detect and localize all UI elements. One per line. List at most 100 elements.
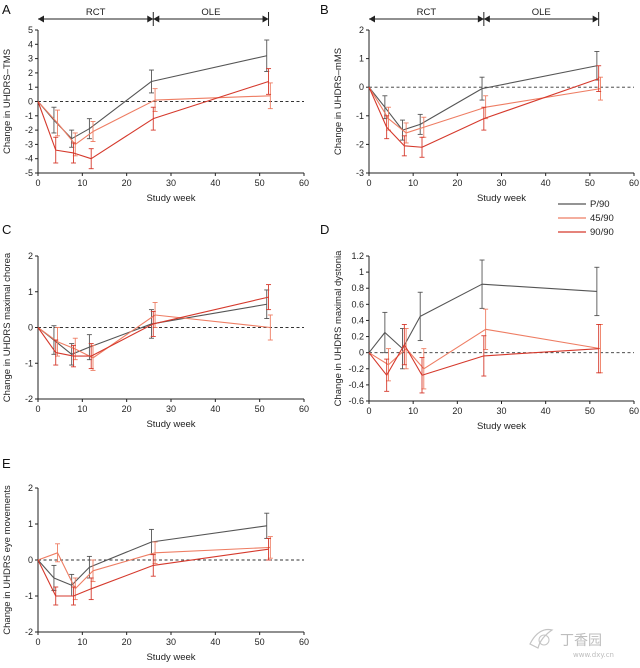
error-bar xyxy=(55,109,61,137)
x-tick-label: 20 xyxy=(122,178,132,188)
error-bar xyxy=(88,343,94,370)
series-90-90 xyxy=(368,324,602,394)
error-bar xyxy=(479,76,485,101)
series-line xyxy=(37,548,269,597)
x-tick-label: 20 xyxy=(452,178,462,188)
series-line xyxy=(368,65,597,131)
series-line xyxy=(368,283,597,354)
watermark-url: www.dxy.cn xyxy=(573,651,614,659)
series-line xyxy=(368,328,601,370)
y-tick-label: -0.4 xyxy=(348,380,364,390)
error-bar xyxy=(267,314,273,341)
error-bar xyxy=(51,106,57,134)
error-bar xyxy=(384,115,390,140)
series-90-90 xyxy=(368,65,602,158)
y-axis-label: Change in UHDRS–TMS xyxy=(2,49,13,154)
x-tick-label: 0 xyxy=(366,406,371,416)
panel-letter: B xyxy=(320,2,329,17)
y-tick-label: -4 xyxy=(25,154,33,164)
y-tick-label: 1 xyxy=(28,519,33,529)
x-tick-label: 10 xyxy=(77,404,87,414)
panel-e: E 0 10 20 30 40 50 60 -2 -1 0 1 2 Study week Change in… xyxy=(2,456,309,663)
error-bar xyxy=(148,69,154,94)
y-tick-label: 0.4 xyxy=(351,315,364,325)
phase-label: RCT xyxy=(417,7,437,18)
y-tick-label: 0 xyxy=(28,97,33,107)
series-line xyxy=(368,344,599,376)
y-tick-label: 0 xyxy=(359,348,364,358)
error-bar xyxy=(53,136,59,164)
error-bar xyxy=(382,311,388,354)
x-tick-label: 30 xyxy=(496,178,506,188)
x-tick-label: 40 xyxy=(210,178,220,188)
error-bar xyxy=(150,554,156,577)
x-tick-label: 10 xyxy=(408,178,418,188)
y-tick-label: 0.6 xyxy=(351,299,364,309)
arrow-left-icon xyxy=(153,15,160,23)
y-tick-label: -1 xyxy=(25,358,33,368)
x-tick-label: 10 xyxy=(408,406,418,416)
y-tick-label: 1 xyxy=(28,287,33,297)
y-axis-label: Change in UHDRS maximal dystonia xyxy=(333,250,344,406)
x-tick-label: 0 xyxy=(366,178,371,188)
series-90-90 xyxy=(37,537,272,606)
x-tick-label: 50 xyxy=(585,178,595,188)
phase-ole: OLE xyxy=(483,7,600,26)
x-axis-label: Study week xyxy=(146,419,195,430)
legend-label-90-90: 90/90 xyxy=(590,227,614,238)
phase-label: OLE xyxy=(532,7,551,18)
series-line xyxy=(37,546,271,590)
y-axis-label: Change in UHDRS maximal chorea xyxy=(2,252,13,402)
error-bar xyxy=(266,68,272,95)
y-tick-label: 3 xyxy=(28,54,33,64)
arrow-right-icon xyxy=(262,15,269,23)
y-tick-label: -1 xyxy=(25,591,33,601)
x-tick-label: 50 xyxy=(255,404,265,414)
y-tick-label: -2 xyxy=(25,394,33,404)
error-bar xyxy=(90,121,96,142)
y-tick-label: 2 xyxy=(359,25,364,35)
arrow-left-icon xyxy=(483,15,490,23)
y-tick-label: -5 xyxy=(25,168,33,178)
y-tick-label: -2 xyxy=(25,125,33,135)
panel-a: A 0 10 20 30 40 50 60 -5 -4 -3 -2 -1 0 1 2 3 4 5 Study week… xyxy=(2,2,309,204)
error-bar xyxy=(596,324,602,374)
panel-letter: D xyxy=(320,222,329,237)
legend-label-45-90: 45/90 xyxy=(590,213,614,224)
x-tick-label: 0 xyxy=(35,637,40,647)
error-bar xyxy=(53,339,59,366)
error-bar xyxy=(419,357,425,394)
arrow-left-icon xyxy=(369,15,375,23)
arrow-right-icon xyxy=(477,15,484,23)
x-tick-label: 50 xyxy=(255,178,265,188)
y-tick-label: 2 xyxy=(28,68,33,78)
x-tick-label: 0 xyxy=(35,178,40,188)
error-bar xyxy=(596,65,602,92)
panel-letter: A xyxy=(2,2,11,17)
y-tick-label: 0 xyxy=(28,323,33,333)
error-bar xyxy=(266,537,272,561)
error-bar xyxy=(384,358,390,392)
y-tick-label: 4 xyxy=(28,39,33,49)
error-bar xyxy=(88,577,94,601)
y-tick-label: 0 xyxy=(359,82,364,92)
error-bar xyxy=(481,106,487,131)
series-line xyxy=(37,314,271,359)
y-tick-label: -2 xyxy=(25,627,33,637)
series-90-90 xyxy=(37,284,272,370)
series-45-90 xyxy=(37,302,273,371)
y-tick-label: 0.2 xyxy=(351,332,364,342)
panel-c: C 0 10 20 30 40 50 60 -2 -1 0 1 2 Study week Change in… xyxy=(2,222,309,430)
error-bar xyxy=(55,543,61,563)
error-bar xyxy=(419,136,425,158)
error-bar xyxy=(594,266,600,317)
panel-letter: E xyxy=(2,456,11,471)
watermark-logo-icon xyxy=(529,628,554,649)
y-axis-label: Change in UHDRS eye movements xyxy=(2,485,13,635)
x-tick-label: 0 xyxy=(35,404,40,414)
series-line xyxy=(37,296,269,357)
error-bar xyxy=(266,284,272,311)
error-bar xyxy=(53,586,59,606)
error-bar xyxy=(401,135,407,157)
